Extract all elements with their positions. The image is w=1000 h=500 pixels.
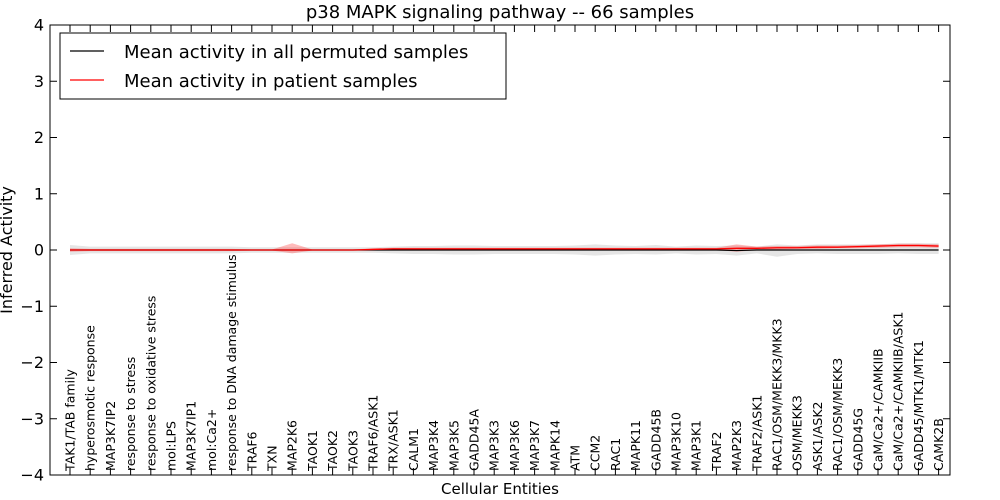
x-tick-label: mol:Ca2+ xyxy=(204,409,219,471)
x-tick-label: TXN xyxy=(265,445,280,472)
y-axis: −4 −3 −2 −1 0 1 2 3 4 xyxy=(20,16,950,485)
x-tick-label: CaM/Ca2+/CAMKIIB xyxy=(871,348,886,471)
x-tick-label: TAOK2 xyxy=(325,430,340,472)
x-tick-label: MAP2K3 xyxy=(729,420,744,471)
x-tick-label: response to oxidative stress xyxy=(143,296,158,471)
x-tick-label: CaM/Ca2+/CAMKIIB/ASK1 xyxy=(891,312,906,471)
x-tick-label: MAP3K5 xyxy=(446,420,461,471)
legend-box xyxy=(59,32,507,100)
x-tick-label: RAC1/OSM/MEKK3 xyxy=(830,358,845,471)
x-tick-label: MAPK14 xyxy=(547,420,562,471)
x-tick-label: MAP3K7 xyxy=(527,420,542,471)
x-axis-label: Cellular Entities xyxy=(441,480,559,498)
y-tick-label: −4 xyxy=(20,466,44,485)
x-tick-label: CAMK2B xyxy=(931,418,946,471)
series-lines xyxy=(70,244,939,252)
x-tick-label: MAP3K1 xyxy=(689,420,704,471)
x-tick-label: TAOK3 xyxy=(345,430,360,472)
x-tick-label: CCM2 xyxy=(588,435,603,471)
y-tick-label: −1 xyxy=(20,297,44,316)
x-axis: TAK1/TAB family hyperosmotic response MAP3… xyxy=(63,25,946,475)
x-tick-label: response to stress xyxy=(123,357,138,471)
chart-title: p38 MAPK signaling pathway -- 66 samples xyxy=(306,2,694,23)
x-tick-label: GADD45/MTK1/MTK1 xyxy=(911,340,926,471)
x-tick-label: MAP3K7IP2 xyxy=(103,401,118,471)
y-tick-label: 3 xyxy=(34,72,44,91)
y-tick-label: 0 xyxy=(34,241,44,260)
y-tick-label: −2 xyxy=(20,353,44,372)
x-tick-label: RAC1 xyxy=(608,438,623,471)
x-tick-label: TRAF2/ASK1 xyxy=(749,395,764,472)
x-tick-label: TRAF2 xyxy=(709,431,724,472)
plot-area xyxy=(49,24,951,476)
x-tick-label: TAOK1 xyxy=(305,430,320,472)
x-tick-label: response to DNA damage stimulus xyxy=(224,254,239,471)
x-tick-label: MAP3K4 xyxy=(426,420,441,471)
x-tick-label: GADD45A xyxy=(467,409,482,471)
x-tick-label: MAP3K6 xyxy=(507,420,522,471)
x-tick-label: MAP2K6 xyxy=(285,420,300,471)
x-tick-label: mol:LPS xyxy=(164,421,179,471)
x-tick-label: MAP3K7IP1 xyxy=(184,401,199,471)
x-tick-label: ASK1/ASK2 xyxy=(810,402,825,471)
x-tick-label: MAP3K3 xyxy=(487,420,502,471)
y-tick-label: −3 xyxy=(20,409,44,428)
x-tick-label: TAK1/TAB family xyxy=(63,368,78,472)
x-tick-label: CALM1 xyxy=(406,428,421,471)
x-tick-label: ATM xyxy=(568,445,583,471)
x-tick-label: hyperosmotic response xyxy=(83,325,98,471)
y-axis-label: Inferred Activity xyxy=(0,186,16,314)
y-tick-label: 2 xyxy=(34,128,44,147)
legend-label-patient: Mean activity in patient samples xyxy=(124,71,418,92)
series-line-patient xyxy=(70,244,939,251)
x-tick-label: OSM/MEKK3 xyxy=(790,395,805,471)
x-tick-label: GADD45B xyxy=(648,409,663,471)
y-tick-label: 1 xyxy=(34,184,44,203)
x-tick-label: GADD45G xyxy=(850,408,865,471)
legend: Mean activity in all permuted samples Me… xyxy=(59,32,507,100)
x-tick-label: TRX/ASK1 xyxy=(386,409,401,472)
x-tick-label: MAP3K10 xyxy=(669,412,684,471)
x-tick-label: TRAF6 xyxy=(244,431,259,472)
x-tick-label: RAC1/OSM/MEKK3/MKK3 xyxy=(770,318,785,471)
y-tick-label: 4 xyxy=(34,16,44,35)
x-tick-label: MAPK11 xyxy=(628,420,643,471)
legend-label-permuted: Mean activity in all permuted samples xyxy=(124,42,468,63)
x-tick-label: TRAF6/ASK1 xyxy=(366,395,381,472)
